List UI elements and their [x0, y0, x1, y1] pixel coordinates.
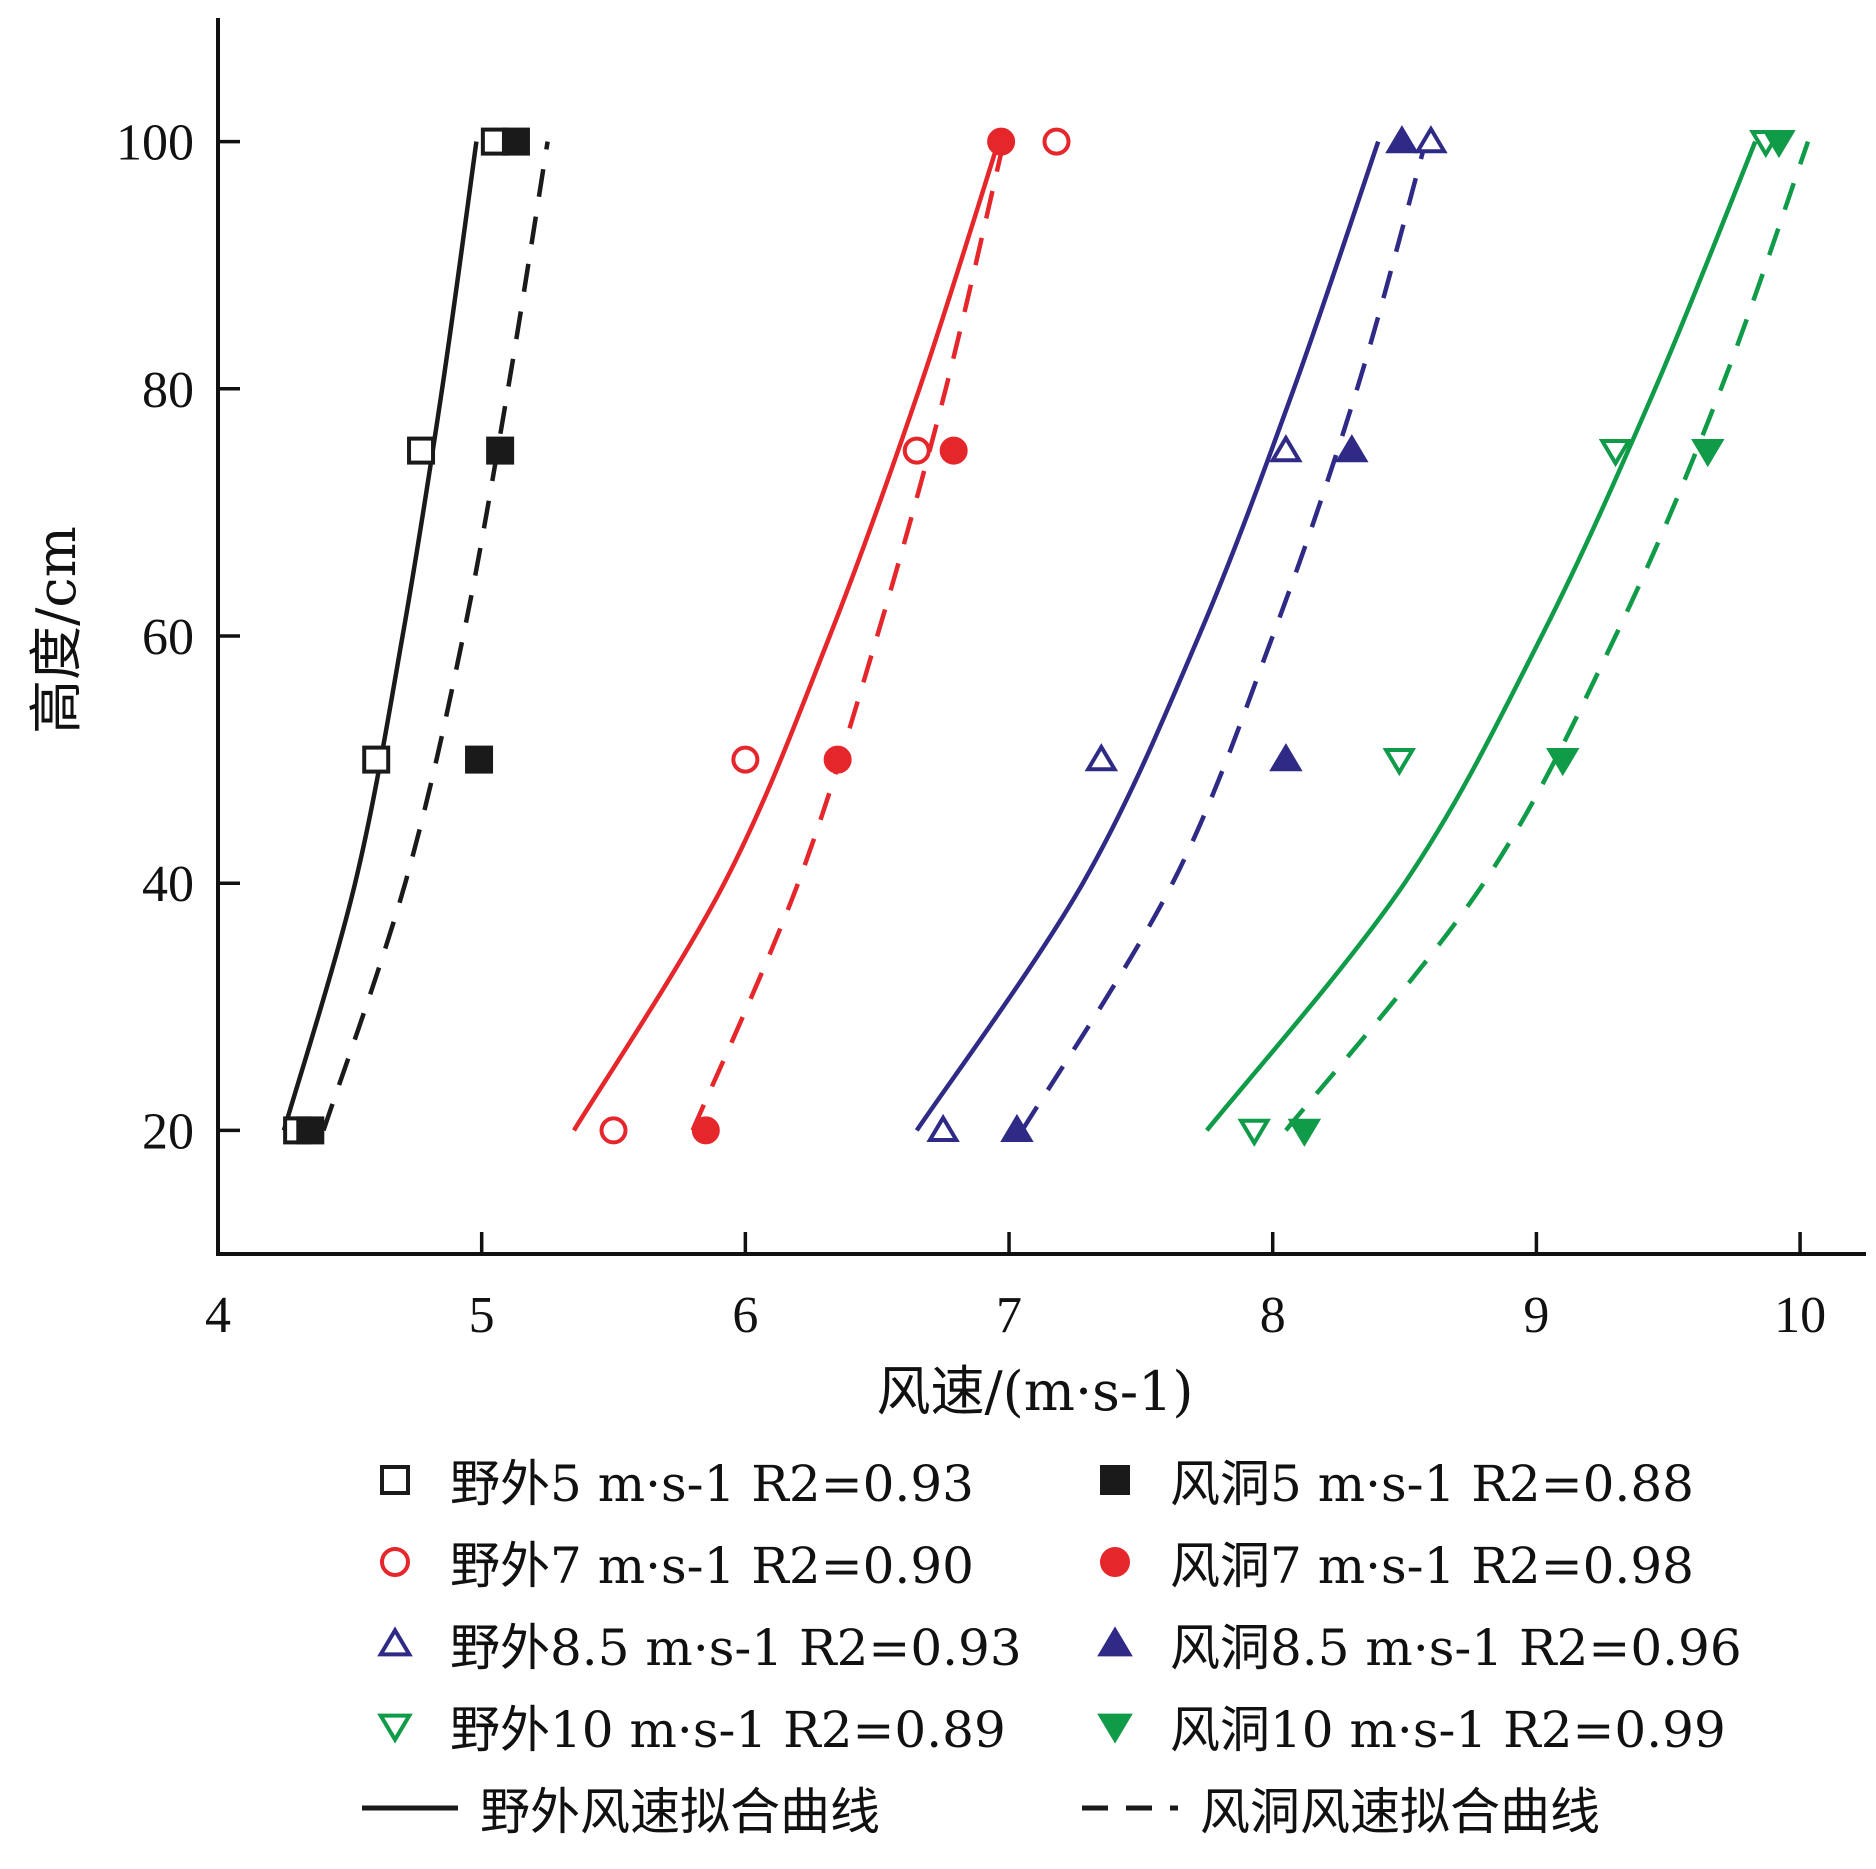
- data-point-triangle-down-filled: [1287, 1118, 1322, 1147]
- legend-item: 野外风速拟合曲线: [360, 1768, 880, 1848]
- data-point-square-open: [362, 745, 391, 774]
- legend-symbol-icon: [377, 1626, 413, 1657]
- y-tick-label: 60: [142, 609, 194, 666]
- fit-curve-solid: [914, 140, 1381, 1132]
- legend-item: 风洞5 m·s-1 R2=0.88: [1080, 1440, 1694, 1520]
- legend-marker: [1100, 1465, 1130, 1495]
- legend-item: 风洞风速拟合曲线: [1080, 1768, 1600, 1848]
- legend-marker: [1097, 1713, 1133, 1744]
- legend-item: 野外5 m·s-1 R2=0.93: [360, 1440, 974, 1520]
- legend-label: 风洞5 m·s-1 R2=0.88: [1170, 1455, 1694, 1513]
- data-point-triangle-up-open: [1414, 125, 1448, 154]
- legend-label: 野外8.5 m·s-1 R2=0.93: [450, 1619, 1022, 1677]
- data-point-square-filled: [465, 745, 494, 774]
- fit-curve-dashed: [1020, 140, 1428, 1132]
- data-point-triangle-up-open: [1269, 434, 1303, 463]
- data-point-triangle-up-filled: [1385, 125, 1419, 154]
- data-point-circle-open: [1042, 127, 1071, 156]
- data-point-circle-open: [731, 745, 760, 774]
- y-axis-ticks: 20 40 60 80 100: [116, 115, 240, 1160]
- data-point-triangle-up-open: [926, 1113, 960, 1142]
- data-point-circle-filled: [939, 436, 968, 465]
- y-tick-label: 20: [142, 1103, 194, 1160]
- data-point-triangle-up-filled: [1335, 434, 1369, 463]
- fit-curve-dashed: [690, 141, 1006, 1132]
- data-point-triangle-down-open: [1382, 748, 1417, 777]
- legend-label: 风洞10 m·s-1 R2=0.99: [1170, 1701, 1726, 1759]
- legend-symbol-icon: [1100, 1547, 1130, 1577]
- x-tick-label: 5: [469, 1287, 495, 1344]
- data-point-square-filled: [296, 1116, 325, 1145]
- x-tick-label: 6: [732, 1287, 758, 1344]
- legend-marker: [377, 1626, 413, 1657]
- y-tick-label: 40: [142, 856, 194, 913]
- data-points: [283, 125, 1796, 1147]
- fit-curve-solid: [572, 140, 1001, 1132]
- fit-curve-dashed: [321, 141, 550, 1132]
- data-point-square-open: [407, 436, 436, 465]
- legend-label: 风洞8.5 m·s-1 R2=0.96: [1170, 1619, 1742, 1677]
- y-tick-label: 80: [142, 362, 194, 419]
- data-point-circle-filled: [987, 127, 1016, 156]
- legend-item: 风洞7 m·s-1 R2=0.98: [1080, 1522, 1694, 1602]
- data-point-triangle-up-open: [1084, 743, 1119, 772]
- legend-marker: [1082, 1805, 1178, 1811]
- data-point-triangle-down-filled: [1546, 748, 1580, 777]
- legend-item: 野外7 m·s-1 R2=0.90: [360, 1522, 974, 1602]
- x-tick-label: 8: [1260, 1287, 1286, 1344]
- x-axis-ticks: 4 5 6 7 8 9 10: [205, 1232, 1826, 1344]
- legend-label: 野外10 m·s-1 R2=0.89: [450, 1701, 1006, 1759]
- legend-label: 风洞7 m·s-1 R2=0.98: [1170, 1537, 1694, 1595]
- legend-label: 野外5 m·s-1 R2=0.93: [450, 1455, 974, 1513]
- legend-marker: [380, 1547, 410, 1577]
- data-point-triangle-down-filled: [1762, 130, 1796, 159]
- data-point-triangle-down-open: [1237, 1118, 1271, 1147]
- legend-marker: [1097, 1626, 1133, 1657]
- x-tick-label: 10: [1774, 1287, 1826, 1344]
- fit-curve-dashed: [1284, 140, 1811, 1132]
- legend-marker: [377, 1713, 413, 1744]
- legend-symbol-icon: [377, 1713, 413, 1744]
- y-axis-title: 高度/cm: [25, 526, 88, 734]
- legend-marker: [362, 1805, 458, 1811]
- fit-lines: [281, 140, 1811, 1132]
- data-point-square-filled: [501, 127, 530, 156]
- legend-label: 野外7 m·s-1 R2=0.90: [450, 1537, 974, 1595]
- data-point-circle-filled: [691, 1116, 720, 1145]
- legend-marker: [1100, 1547, 1130, 1577]
- data-point-triangle-down-filled: [1691, 439, 1725, 468]
- legend: 野外5 m·s-1 R2=0.93 风洞5 m·s-1 R2=0.88 野外7 m·…: [360, 1440, 1860, 1860]
- data-point-circle-open: [599, 1116, 628, 1145]
- data-point-square-filled: [486, 436, 515, 465]
- legend-symbol-icon: [1100, 1465, 1130, 1495]
- legend-marker: [380, 1465, 410, 1495]
- legend-item: 野外8.5 m·s-1 R2=0.93: [360, 1604, 1022, 1684]
- data-point-circle-filled: [823, 745, 852, 774]
- x-tick-label: 4: [205, 1287, 231, 1344]
- legend-symbol-icon: [1097, 1626, 1133, 1657]
- fit-curve-solid: [281, 141, 479, 1132]
- y-tick-label: 100: [116, 115, 194, 172]
- legend-item: 风洞10 m·s-1 R2=0.99: [1080, 1686, 1726, 1766]
- data-point-triangle-up-filled: [1000, 1113, 1034, 1142]
- legend-label: 野外风速拟合曲线: [480, 1783, 880, 1841]
- data-point-triangle-down-open: [1598, 439, 1633, 468]
- data-point-triangle-up-filled: [1269, 743, 1303, 772]
- fit-curve-solid: [1205, 140, 1758, 1132]
- legend-item: 风洞8.5 m·s-1 R2=0.96: [1080, 1604, 1742, 1684]
- x-tick-label: 7: [996, 1287, 1022, 1344]
- legend-symbol-icon: [380, 1465, 410, 1495]
- legend-label: 风洞风速拟合曲线: [1200, 1783, 1600, 1841]
- data-point-circle-open: [902, 436, 931, 465]
- x-tick-label: 9: [1523, 1287, 1549, 1344]
- legend-symbol-icon: [380, 1547, 410, 1577]
- x-axis-title: 风速/(m·s-1): [876, 1360, 1193, 1423]
- legend-symbol-icon: [1097, 1713, 1133, 1744]
- legend-item: 野外10 m·s-1 R2=0.89: [360, 1686, 1006, 1766]
